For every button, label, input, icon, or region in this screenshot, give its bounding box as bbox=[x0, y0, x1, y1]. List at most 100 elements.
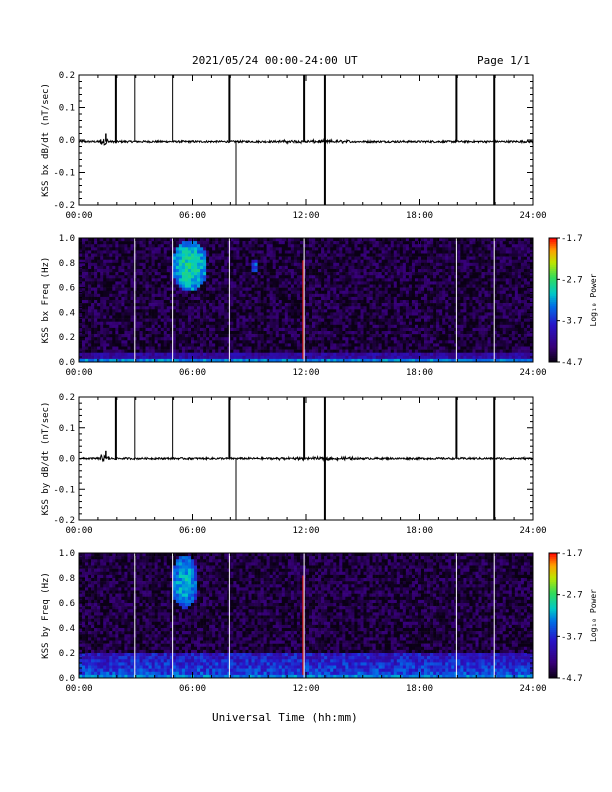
heatmap-cell bbox=[224, 312, 228, 316]
heatmap-cell bbox=[408, 250, 413, 254]
heatmap-cell bbox=[215, 300, 219, 304]
heatmap-cell bbox=[306, 337, 310, 341]
heatmap-cell bbox=[242, 293, 246, 298]
heatmap-cell bbox=[215, 241, 219, 245]
heatmap-cell bbox=[160, 306, 165, 310]
heatmap-cell bbox=[390, 331, 395, 335]
heatmap-cell bbox=[299, 262, 304, 267]
heatmap-cell bbox=[321, 327, 325, 332]
heatmap-cell bbox=[203, 312, 207, 316]
heatmap-cell bbox=[411, 284, 416, 288]
heatmap-cell bbox=[103, 303, 107, 307]
heatmap-cell bbox=[324, 300, 328, 304]
heatmap-cell bbox=[299, 334, 304, 338]
heatmap-cell bbox=[427, 287, 431, 291]
heatmap-cell bbox=[215, 278, 219, 282]
heatmap-cell bbox=[236, 312, 240, 316]
heatmap-cell bbox=[194, 309, 198, 313]
heatmap-cell bbox=[339, 334, 343, 338]
heatmap-cell bbox=[157, 303, 162, 307]
heatmap-cell bbox=[145, 343, 149, 347]
heatmap-cell bbox=[160, 327, 165, 332]
heatmap-cell bbox=[378, 343, 382, 347]
heatmap-cell bbox=[136, 343, 140, 347]
heatmap-cell bbox=[427, 265, 431, 270]
heatmap-cell bbox=[351, 312, 355, 316]
heatmap-cell bbox=[342, 355, 346, 360]
heatmap-cell bbox=[290, 247, 295, 251]
heatmap-cell bbox=[272, 290, 277, 295]
heatmap-cell bbox=[130, 296, 134, 301]
heatmap-cell bbox=[209, 241, 213, 245]
heatmap-cell bbox=[330, 358, 334, 363]
heatmap-cell bbox=[224, 253, 228, 257]
heatmap-cell bbox=[242, 250, 246, 254]
heatmap-cell bbox=[203, 244, 207, 248]
heatmap-cell bbox=[436, 358, 440, 363]
heatmap-cell bbox=[351, 324, 355, 329]
heatmap-cell bbox=[115, 256, 119, 260]
heatmap-cell bbox=[88, 256, 92, 260]
heatmap-cell bbox=[408, 334, 413, 338]
heatmap-cell bbox=[357, 247, 361, 251]
heatmap-cell bbox=[248, 300, 252, 304]
heatmap-cell bbox=[251, 241, 255, 245]
heatmap-cell bbox=[296, 256, 301, 260]
heatmap-cell bbox=[136, 315, 140, 319]
heatmap-cell bbox=[172, 331, 177, 335]
heatmap-cell bbox=[184, 318, 189, 322]
heatmap-cell bbox=[351, 244, 355, 248]
heatmap-cell bbox=[242, 355, 246, 360]
heatmap-cell bbox=[306, 315, 310, 319]
heatmap-cell bbox=[109, 244, 113, 248]
heatmap-cell bbox=[187, 315, 192, 319]
heatmap-cell bbox=[218, 296, 222, 301]
heatmap-cell bbox=[405, 250, 410, 254]
heatmap-cell bbox=[384, 343, 389, 347]
heatmap-cell bbox=[245, 321, 249, 326]
heatmap-cell bbox=[333, 250, 337, 254]
heatmap-cell bbox=[218, 318, 222, 322]
heatmap-cell bbox=[433, 318, 437, 322]
heatmap-cell bbox=[215, 265, 219, 270]
heatmap-cell bbox=[124, 315, 128, 319]
heatmap-cell bbox=[287, 272, 292, 276]
heatmap-cell bbox=[339, 303, 343, 307]
heatmap-cell bbox=[151, 278, 155, 282]
heatmap-cell bbox=[106, 281, 110, 285]
heatmap-cell bbox=[88, 272, 92, 276]
heatmap-cell bbox=[197, 259, 201, 264]
heatmap-cell bbox=[184, 306, 189, 310]
heatmap-cell bbox=[309, 355, 313, 360]
heatmap-cell bbox=[206, 265, 210, 270]
heatmap-cell bbox=[387, 324, 392, 329]
heatmap-cell bbox=[248, 265, 252, 270]
heatmap-cell bbox=[327, 293, 331, 298]
heatmap-cell bbox=[366, 244, 370, 248]
heatmap-cell bbox=[357, 309, 361, 313]
heatmap-cell bbox=[433, 244, 437, 248]
heatmap-cell bbox=[221, 256, 225, 260]
heatmap-cell bbox=[127, 324, 131, 329]
heatmap-cell bbox=[324, 253, 328, 257]
heatmap-cell bbox=[130, 278, 134, 282]
heatmap-cell bbox=[257, 352, 261, 357]
heatmap-cell bbox=[175, 293, 180, 298]
heatmap-cell bbox=[154, 287, 158, 291]
heatmap-cell bbox=[318, 269, 322, 273]
heatmap-cell bbox=[354, 309, 358, 313]
heatmap-cell bbox=[333, 349, 337, 353]
heatmap-cell bbox=[203, 241, 207, 245]
heatmap-cell bbox=[290, 278, 295, 282]
heatmap-cell bbox=[330, 275, 334, 279]
heatmap-cell bbox=[85, 346, 89, 350]
heatmap-cell bbox=[363, 306, 367, 310]
heatmap-cell bbox=[151, 309, 155, 313]
heatmap-cell bbox=[103, 250, 107, 254]
heatmap-cell bbox=[151, 318, 155, 322]
heatmap-cell bbox=[293, 300, 298, 304]
heatmap-cell bbox=[396, 331, 401, 335]
heatmap-cell bbox=[318, 241, 322, 245]
heatmap-cell bbox=[148, 331, 152, 335]
heatmap-cell bbox=[275, 358, 280, 363]
